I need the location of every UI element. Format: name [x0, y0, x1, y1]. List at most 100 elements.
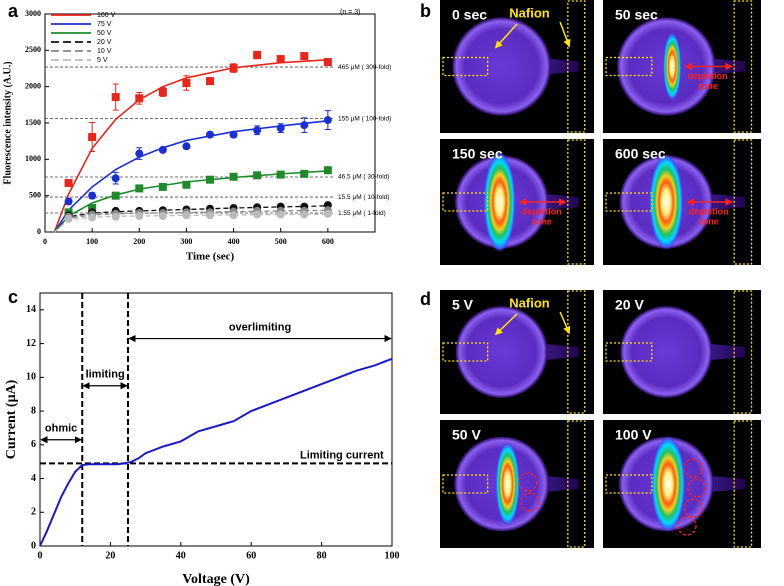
reference-label: 155 μM ( 100-fold)	[338, 115, 391, 122]
data-point	[229, 172, 238, 181]
limiting-current-label: Limiting current	[300, 449, 384, 461]
image-label: 0 sec	[452, 7, 487, 23]
plug-marker	[677, 516, 697, 536]
reference-label: 465 μM ( 300-fold)	[338, 64, 391, 71]
plug-marker	[683, 458, 703, 478]
y-axis-title: Fluorescence intensity (A.U.)	[2, 61, 13, 184]
micrograph: 50 V	[440, 420, 594, 548]
legend-label: 10 V	[97, 48, 112, 55]
y-tick-label: 10	[26, 372, 36, 383]
y-tick-label: 12	[26, 338, 36, 349]
data-point	[300, 52, 309, 61]
legend-label: 75 V	[97, 21, 112, 28]
legend-label: 50 V	[97, 30, 112, 37]
data-point	[182, 180, 191, 189]
data-point	[88, 213, 97, 222]
y-tick-label: 3000	[25, 9, 41, 18]
region-label: limiting	[86, 369, 125, 381]
image-label: 50 sec	[615, 7, 658, 23]
legend-label: 5 V	[97, 57, 108, 64]
data-point	[323, 166, 332, 175]
x-axis-title: Voltage (V)	[182, 572, 250, 586]
data-point	[253, 210, 262, 219]
y-tick-label: 2	[31, 507, 36, 518]
image-label: 20 V	[615, 297, 644, 313]
plug-marker	[520, 492, 540, 512]
nafion-outline	[567, 290, 586, 414]
nafion-outline	[567, 0, 586, 133]
y-tick-label: 2500	[25, 45, 41, 54]
data-point	[276, 210, 285, 219]
plot-frame	[39, 292, 393, 547]
panel-letter: c	[8, 287, 18, 307]
data-point	[135, 149, 144, 158]
data-point	[276, 170, 285, 179]
y-tick-label: 4	[31, 473, 36, 484]
nafion-label: Nafion	[509, 295, 550, 310]
x-tick-label: 500	[275, 237, 287, 246]
nafion-arrow	[559, 21, 571, 48]
data-point	[88, 133, 97, 142]
nafion-outline	[733, 0, 753, 133]
concentrated-plug	[663, 32, 682, 101]
concentrated-plug	[495, 442, 520, 526]
data-point	[182, 79, 191, 88]
data-point	[182, 211, 191, 220]
nafion-arrow	[559, 311, 571, 335]
panel-letter: d	[420, 289, 431, 309]
y-tick-label: 8	[31, 405, 36, 416]
x-tick-label: 300	[180, 237, 192, 246]
data-point	[206, 130, 214, 139]
nafion-arrow	[494, 313, 518, 336]
data-point	[135, 94, 144, 103]
data-point	[206, 211, 214, 220]
nafion-outline	[567, 420, 586, 548]
x-tick-label: 60	[246, 550, 256, 561]
data-point	[135, 184, 144, 193]
y-tick-label: 1500	[25, 118, 41, 127]
data-point	[276, 124, 285, 133]
nafion-outline	[442, 342, 489, 362]
data-point	[88, 191, 97, 200]
x-tick-label: 100	[385, 550, 400, 561]
reservoir	[620, 306, 713, 398]
data-point	[323, 116, 332, 125]
x-tick-label: 200	[133, 237, 145, 246]
x-tick-label: 0	[43, 237, 47, 246]
data-point	[64, 214, 73, 223]
image-label: 100 V	[615, 427, 652, 443]
concentrated-plug	[483, 152, 516, 252]
data-point	[300, 169, 309, 178]
y-axis-title: Current (μA)	[4, 379, 19, 459]
data-point	[206, 175, 214, 184]
data-point	[229, 211, 238, 220]
data-point	[158, 182, 167, 191]
plug-marker	[518, 472, 538, 492]
nafion-outline	[733, 139, 753, 265]
x-tick-label: 100	[86, 237, 98, 246]
data-point	[253, 126, 262, 135]
note: (n = 3)	[340, 9, 360, 16]
data-point	[111, 212, 120, 221]
nafion-outline	[567, 139, 586, 265]
nafion-outline	[733, 420, 753, 548]
nafion-outline	[442, 56, 489, 77]
concentrated-plug	[651, 436, 686, 532]
data-point	[182, 142, 191, 151]
nafion-outline	[442, 192, 489, 212]
x-tick-label: 400	[228, 237, 240, 246]
nafion-label: Nafion	[509, 5, 550, 20]
x-tick-label: 600	[322, 237, 334, 246]
micrograph: 20 V	[603, 290, 761, 414]
image-label: 600 sec	[615, 146, 666, 162]
data-point	[111, 174, 120, 183]
reference-label: 46.5 μM ( 30-fold)	[338, 174, 389, 181]
y-tick-label: 0	[31, 540, 36, 551]
region-label: overlimiting	[229, 321, 291, 333]
micrograph: 5 V Nafion	[440, 290, 594, 414]
depletion-label: zone	[531, 216, 552, 226]
depletion-label: zone	[697, 81, 718, 91]
